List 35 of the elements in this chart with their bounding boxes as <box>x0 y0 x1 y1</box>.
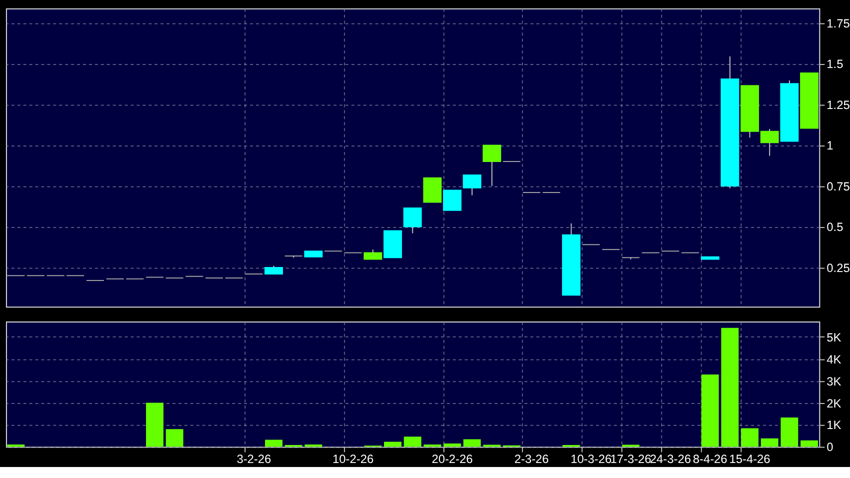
x-tick-label: 10-3-26 <box>570 452 612 466</box>
bar <box>444 443 461 447</box>
x-tick-label: 8-4-26 <box>692 452 728 466</box>
bar <box>166 429 184 447</box>
bar <box>265 440 282 447</box>
bar <box>780 418 798 447</box>
y-tick-label: 2K <box>826 396 842 410</box>
x-tick-label: 15-4-26 <box>729 452 771 466</box>
x-tick-label: 10-2-26 <box>332 452 374 466</box>
y-tick-label: 1.75 <box>826 16 850 30</box>
x-tick-label: 17-3-26 <box>610 452 652 466</box>
bar <box>384 442 402 447</box>
bar <box>146 402 164 447</box>
bar <box>701 374 719 447</box>
y-tick-label: 4K <box>826 352 842 366</box>
bar <box>404 436 422 447</box>
bar <box>721 328 739 447</box>
x-tick-label: 24-3-26 <box>650 452 692 466</box>
y-tick-label: 3K <box>826 374 842 388</box>
bar <box>741 428 758 447</box>
y-tick-label: 1 <box>826 138 834 153</box>
bar <box>760 438 778 447</box>
y-tick-label: 5K <box>826 330 842 344</box>
y-tick-label: 1K <box>826 418 842 432</box>
y-tick-label: 0.25 <box>826 260 850 275</box>
y-tick-label: 0.75 <box>826 179 850 194</box>
y-tick-label: 1.5 <box>826 57 844 72</box>
x-tick-label: 20-2-26 <box>432 452 474 466</box>
bar <box>463 439 481 447</box>
y-tick-label: 0 <box>826 440 834 454</box>
y-tick-label: 1.25 <box>826 98 850 112</box>
x-tick-label: 3-2-26 <box>236 452 272 466</box>
y-tick-label: 0.5 <box>826 220 844 234</box>
x-tick-label: 2-3-26 <box>514 452 550 466</box>
bar <box>800 440 818 447</box>
